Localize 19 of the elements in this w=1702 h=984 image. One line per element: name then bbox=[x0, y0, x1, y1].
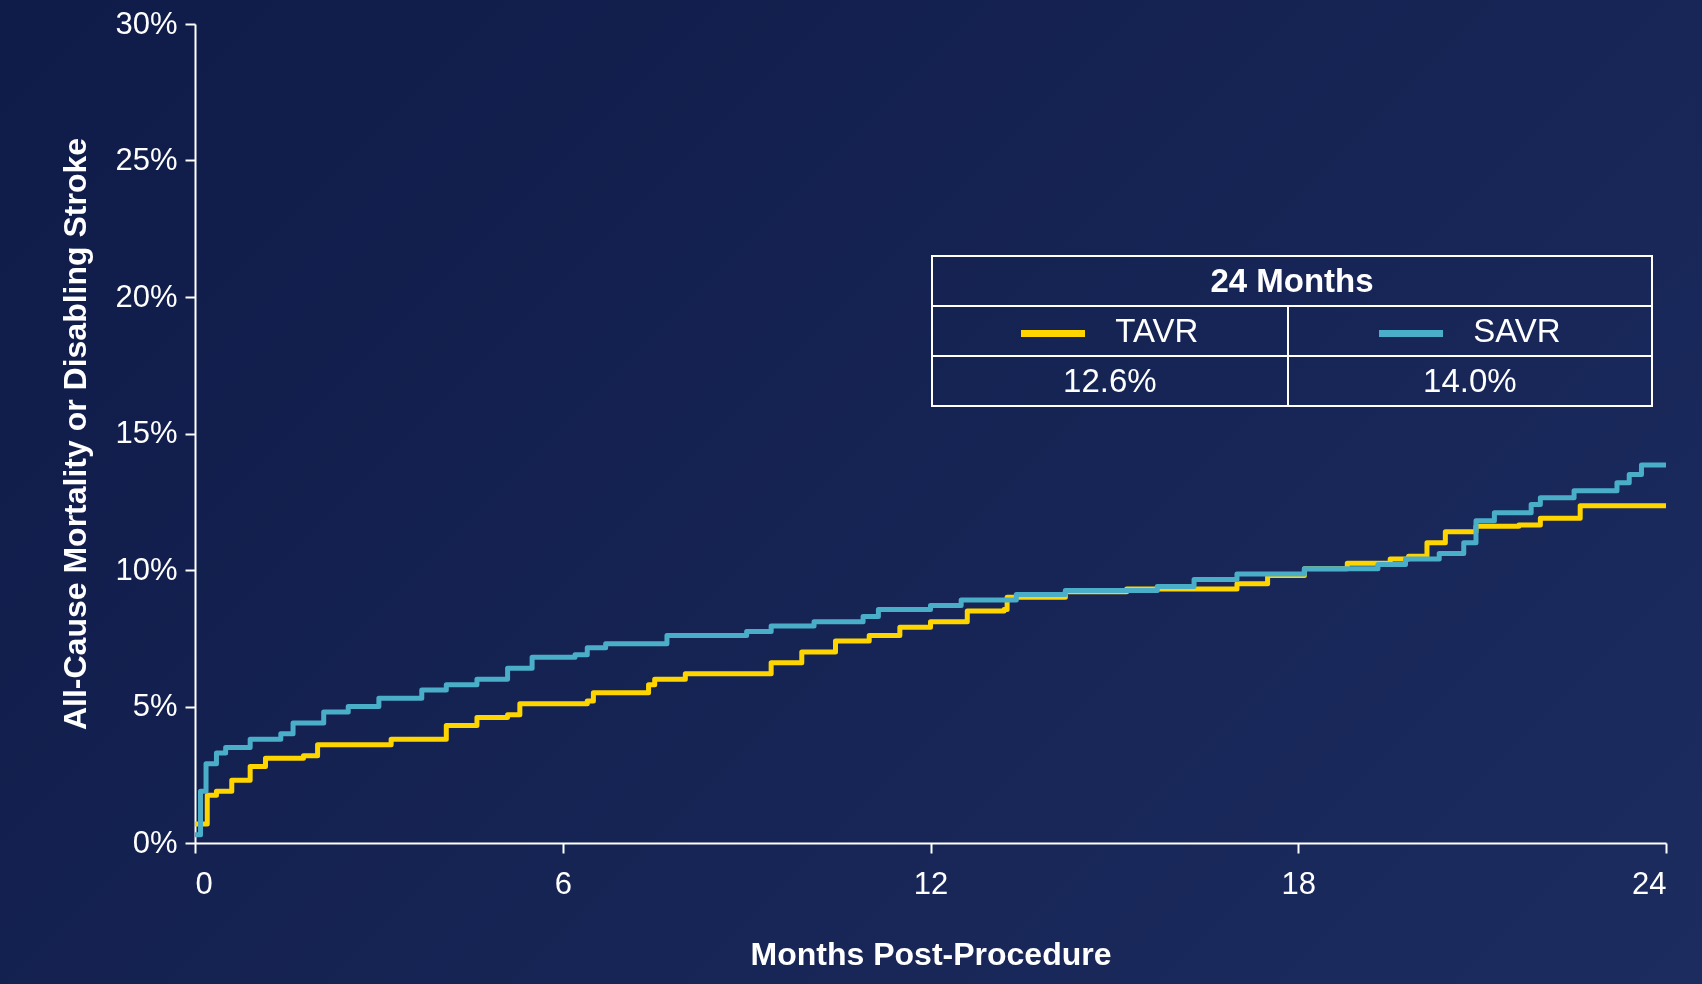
legend-label: TAVR bbox=[932, 306, 1288, 356]
annotation: 14.0% bbox=[1287, 356, 1652, 406]
y-tick-label: 15% bbox=[115, 415, 178, 450]
x-tick-label: 24 bbox=[1632, 865, 1667, 901]
x-tick-label: 0 bbox=[195, 865, 213, 901]
y-tick-label: 20% bbox=[115, 278, 178, 314]
y-tick-label: 5% bbox=[132, 688, 178, 723]
y-tick-label: 30% bbox=[115, 5, 178, 41]
y-axis-title: All-Cause Mortality or Disabling Stroke bbox=[57, 137, 94, 731]
y-tick-label: 10% bbox=[115, 551, 178, 587]
annotation: 12.6% bbox=[932, 356, 1288, 406]
x-tick-label: 6 bbox=[554, 865, 572, 901]
y-tick-label: 0% bbox=[132, 824, 178, 860]
x-axis-title: Months Post-Procedure bbox=[750, 935, 1112, 972]
x-tick-label: 12 bbox=[913, 865, 949, 901]
legend-title: 24 Months bbox=[932, 256, 1652, 306]
x-tick-label: 18 bbox=[1281, 865, 1316, 901]
y-tick-label: 25% bbox=[115, 142, 178, 177]
legend-label: SAVR bbox=[1287, 306, 1652, 356]
